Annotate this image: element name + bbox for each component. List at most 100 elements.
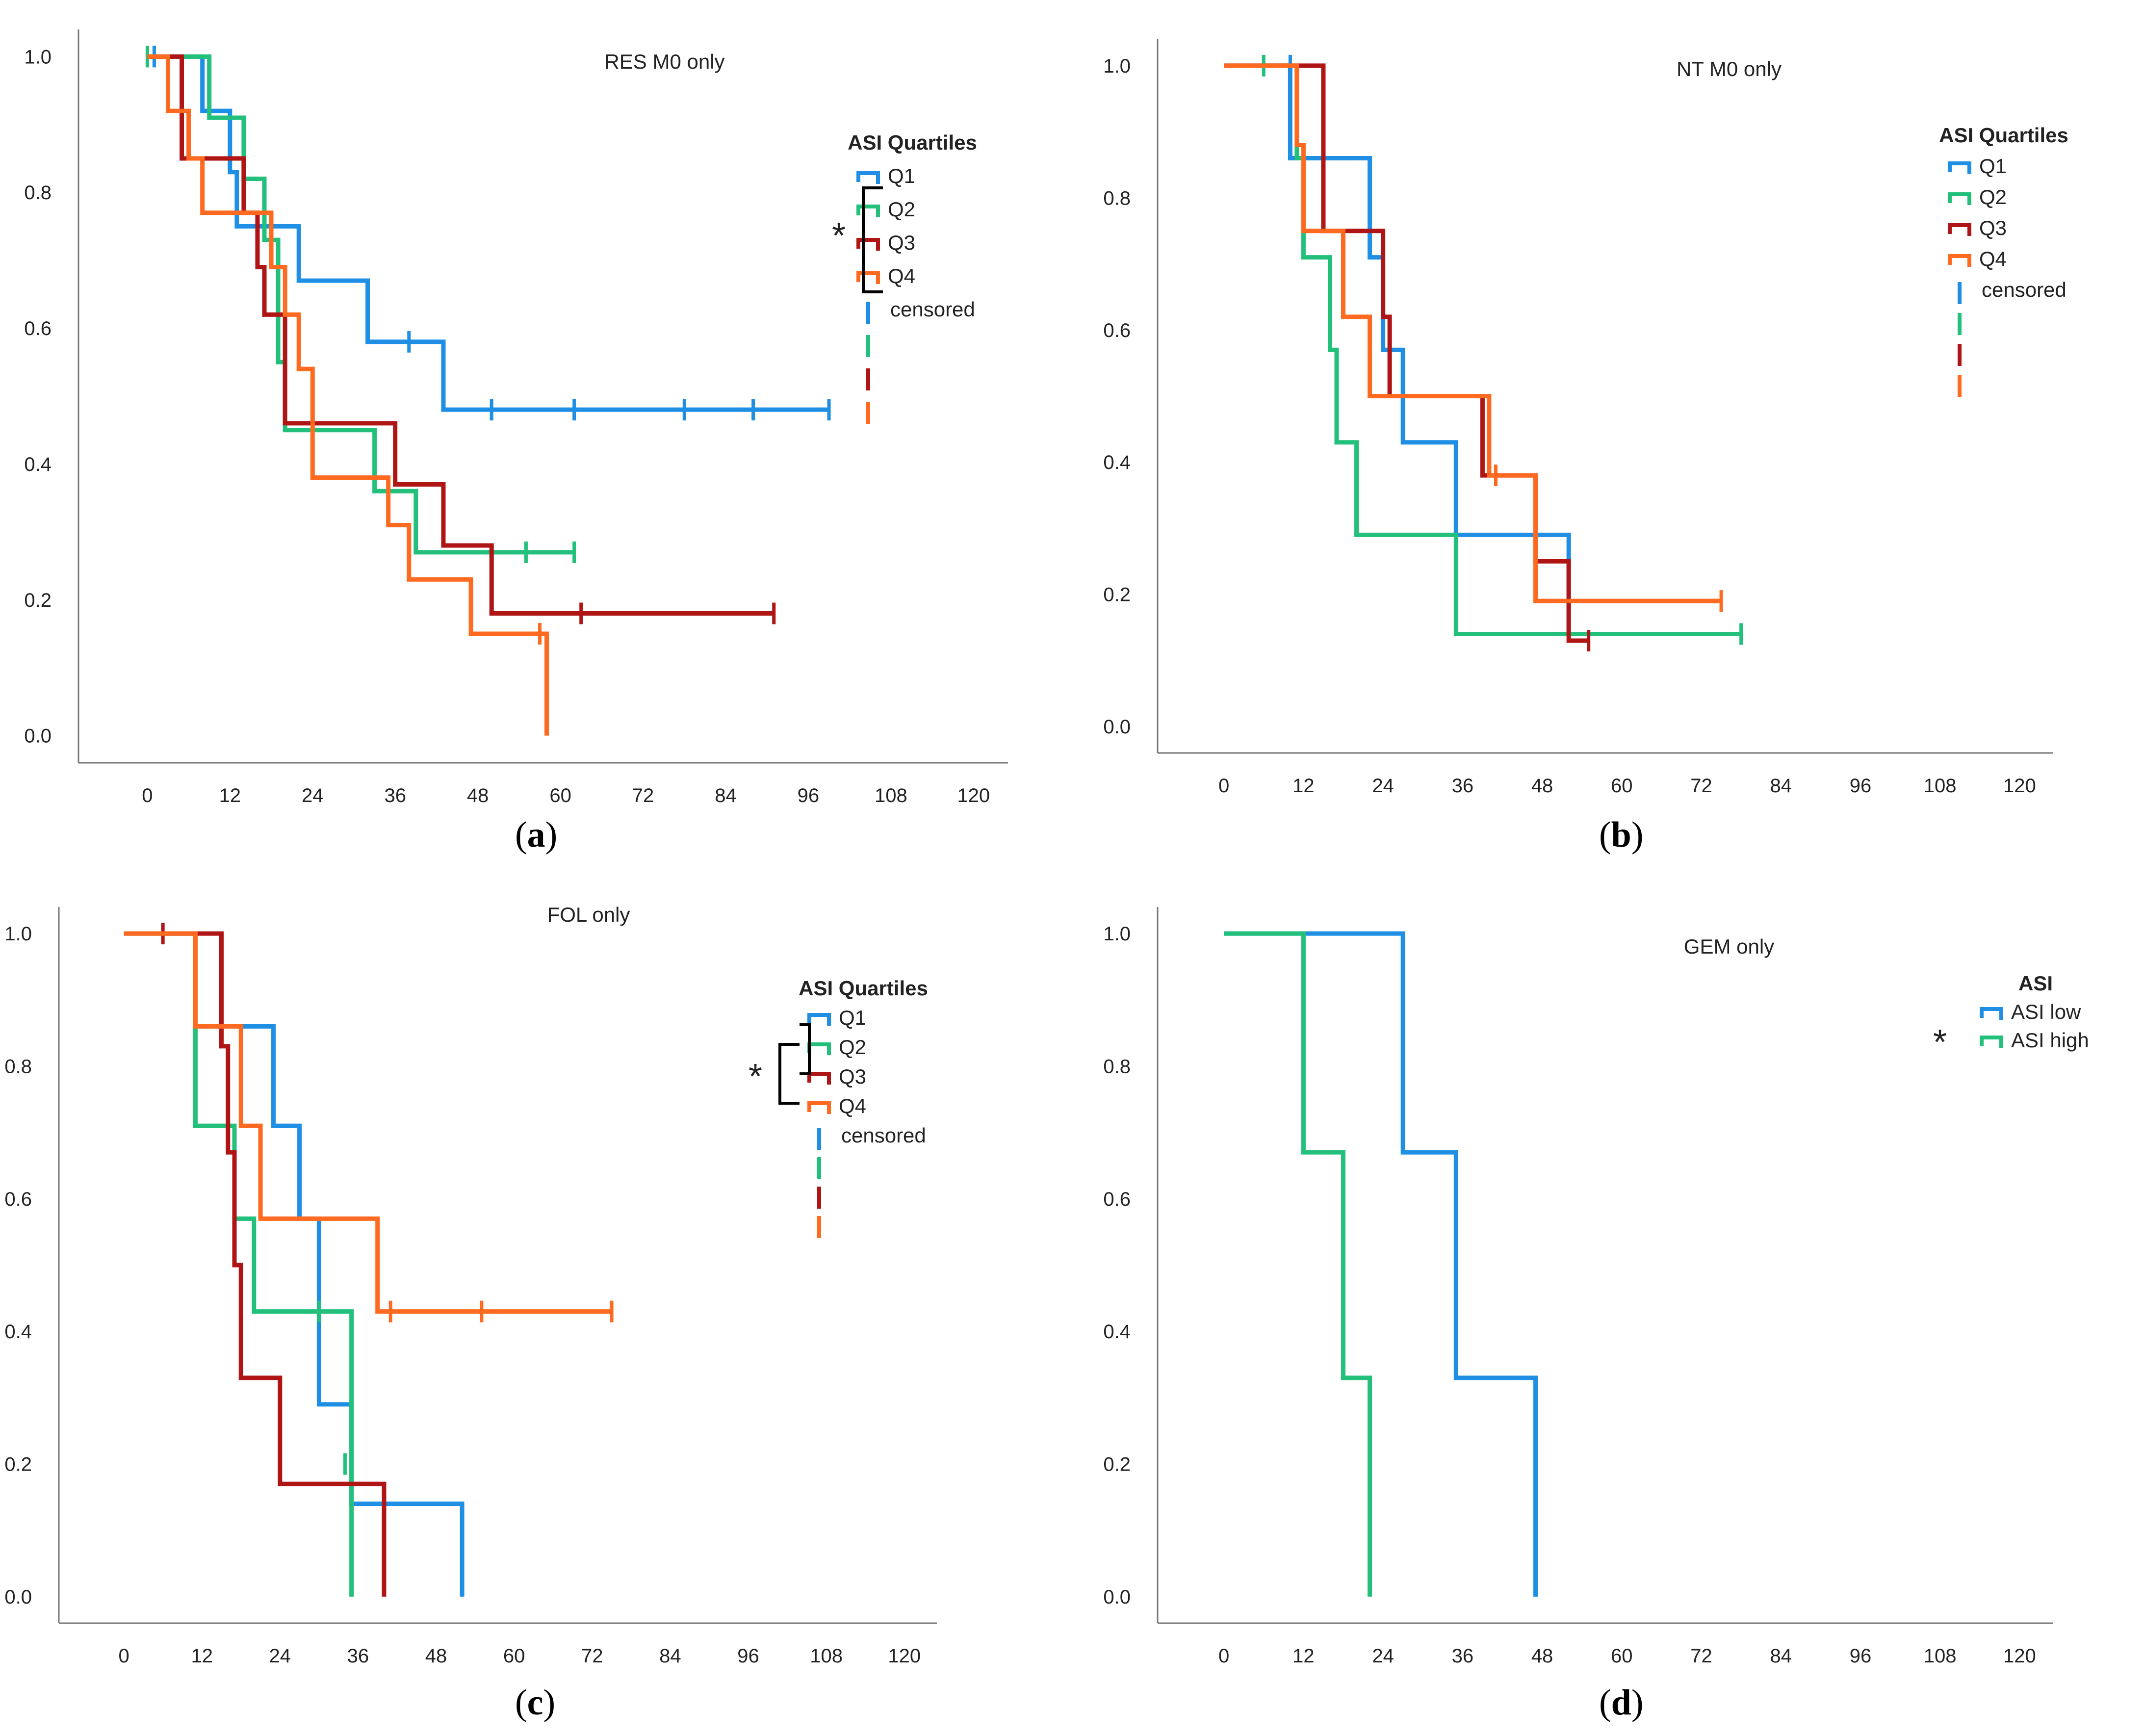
legend-swatch	[1980, 1036, 2003, 1048]
y-tick-label: 0.6	[1103, 320, 1131, 341]
series-line-q1	[1224, 63, 1571, 634]
x-tick-label: 108	[1924, 775, 1957, 797]
legend-title: ASI Quartiles	[799, 977, 928, 1000]
panel-label-b: (b)	[1599, 815, 1644, 855]
km-chart-a: 0 12 24 36 48 60 72 84 96 108 120 0.0 0.2 0.4 0.6 0.8 1.…	[24, 29, 1008, 806]
y-tick-label: 1.0	[1103, 923, 1131, 945]
chart-title: RES M0 only	[604, 50, 724, 73]
x-tick-label: 84	[715, 785, 737, 806]
series-line-q4	[1224, 63, 1722, 603]
legend-swatch	[807, 1013, 831, 1026]
y-tick-label: 1.0	[4, 923, 32, 945]
x-tick-label: 60	[549, 785, 571, 806]
x-tick-label: 84	[659, 1645, 681, 1667]
series-line-q1	[124, 931, 465, 1597]
legend-swatch	[1948, 192, 1971, 205]
significance-star: *	[832, 216, 846, 256]
x-tick-label: 72	[581, 1645, 603, 1667]
x-tick-label: 36	[1452, 1645, 1474, 1667]
chart-panel-a: 0 12 24 36 48 60 72 84 96 108 120 0.0 0.2 0.4 0.6 0.8 1.…	[0, 0, 1072, 868]
y-tick-label: 0.8	[24, 182, 52, 204]
x-tick-label: 0	[1218, 1645, 1229, 1667]
y-tick-label: 0.4	[4, 1321, 32, 1343]
x-tick-label: 84	[1770, 1645, 1792, 1667]
legend-label: Q1	[888, 164, 915, 187]
x-tick-label: 48	[467, 785, 489, 806]
legend-title: ASI	[2018, 972, 2053, 995]
y-tick-label: 0.0	[4, 1586, 32, 1608]
x-tick-label: 24	[302, 785, 324, 806]
legend-censored-label: censored	[1982, 278, 2067, 301]
legend-label: Q1	[1979, 155, 2007, 178]
y-tick-label: 1.0	[24, 46, 52, 68]
legend-swatch	[1948, 161, 1971, 174]
legend-swatch	[856, 238, 880, 251]
y-tick-label: 0.0	[1103, 1586, 1131, 1608]
x-tick-label: 108	[875, 785, 907, 806]
legend-label: Q2	[839, 1036, 866, 1059]
x-tick-label: 12	[191, 1645, 213, 1667]
legend-swatch	[856, 205, 880, 217]
legend-swatch	[1948, 223, 1971, 236]
y-tick-label: 0.6	[24, 318, 52, 339]
x-tick-label: 120	[888, 1645, 921, 1667]
series-line-q2	[1264, 63, 1741, 636]
series-line-q1	[154, 54, 829, 412]
x-tick-label: 108	[810, 1645, 843, 1667]
y-tick-label: 0.2	[24, 590, 52, 611]
legend-swatch	[807, 1101, 831, 1114]
legend-title: ASI Quartiles	[1939, 124, 2068, 147]
y-tick-label: 0.0	[24, 725, 52, 747]
legend-swatch	[856, 271, 880, 284]
x-tick-label: 12	[1292, 1645, 1315, 1667]
y-tick-label: 0.2	[1103, 584, 1131, 606]
y-tick-label: 0.6	[1103, 1189, 1131, 1210]
y-tick-label: 0.0	[1103, 716, 1131, 738]
legend-label: Q4	[1979, 247, 2007, 270]
y-tick-label: 1.0	[1103, 55, 1131, 77]
series-line-q2	[147, 54, 574, 555]
significance-star: *	[1933, 1023, 1947, 1062]
chart-title: FOL only	[547, 903, 630, 926]
km-chart-c: 0 12 24 36 48 60 72 84 96 108 120 0.0 0.2 0.4 0.6 0.8 1.…	[4, 903, 937, 1667]
legend-swatch	[1948, 254, 1971, 267]
x-tick-label: 12	[219, 785, 241, 806]
significance-bracket	[862, 186, 883, 293]
series-line-q4	[147, 54, 549, 736]
legend-label: Q4	[888, 264, 915, 287]
x-tick-label: 36	[384, 785, 406, 806]
significance-bracket	[778, 1043, 800, 1105]
chart-panel-b: 0 12 24 36 48 60 72 84 96 108 120 0.0 0.2 0.4 0.6 0.8 1.…	[1072, 0, 2144, 868]
x-tick-label: 96	[737, 1645, 759, 1667]
series-line-asi-low	[1224, 931, 1538, 1597]
legend-censored-label: censored	[841, 1124, 926, 1147]
y-tick-label: 0.4	[1103, 452, 1131, 473]
x-tick-label: 120	[2003, 775, 2036, 797]
y-tick-label: 0.4	[1103, 1321, 1131, 1343]
legend-swatch	[856, 171, 880, 184]
legend-swatch	[807, 1072, 831, 1085]
panel-label-c: (c)	[515, 1683, 556, 1723]
km-chart-b: 0 12 24 36 48 60 72 84 96 108 120 0.0 0.2 0.4 0.6 0.8 1.…	[1103, 39, 2068, 797]
y-tick-label: 0.2	[1103, 1454, 1131, 1476]
y-tick-label: 0.8	[1103, 1056, 1131, 1077]
legend-title: ASI Quartiles	[848, 131, 977, 154]
chart-panel-d: 0 12 24 36 48 60 72 84 96 108 120 0.0 0.2 0.4 0.6 0.8 1.…	[1072, 868, 2144, 1736]
x-tick-label: 72	[632, 785, 654, 806]
x-tick-label: 24	[1372, 775, 1394, 797]
series-line-q3	[147, 54, 774, 616]
y-tick-label: 0.8	[4, 1056, 32, 1077]
x-tick-label: 84	[1770, 775, 1792, 797]
legend-label: ASI high	[2011, 1029, 2089, 1052]
y-tick-label: 0.2	[4, 1454, 32, 1476]
x-tick-label: 36	[1452, 775, 1474, 797]
chart-title: NT M0 only	[1677, 57, 1782, 80]
panel-label-d: (d)	[1599, 1683, 1644, 1723]
series-line-q4	[124, 931, 612, 1314]
legend-swatch	[1980, 1007, 2003, 1020]
legend-label: Q1	[839, 1006, 866, 1029]
x-tick-label: 72	[1690, 775, 1712, 797]
x-tick-label: 60	[503, 1645, 525, 1667]
x-tick-label: 72	[1690, 1645, 1712, 1667]
legend-label: Q4	[839, 1094, 866, 1117]
